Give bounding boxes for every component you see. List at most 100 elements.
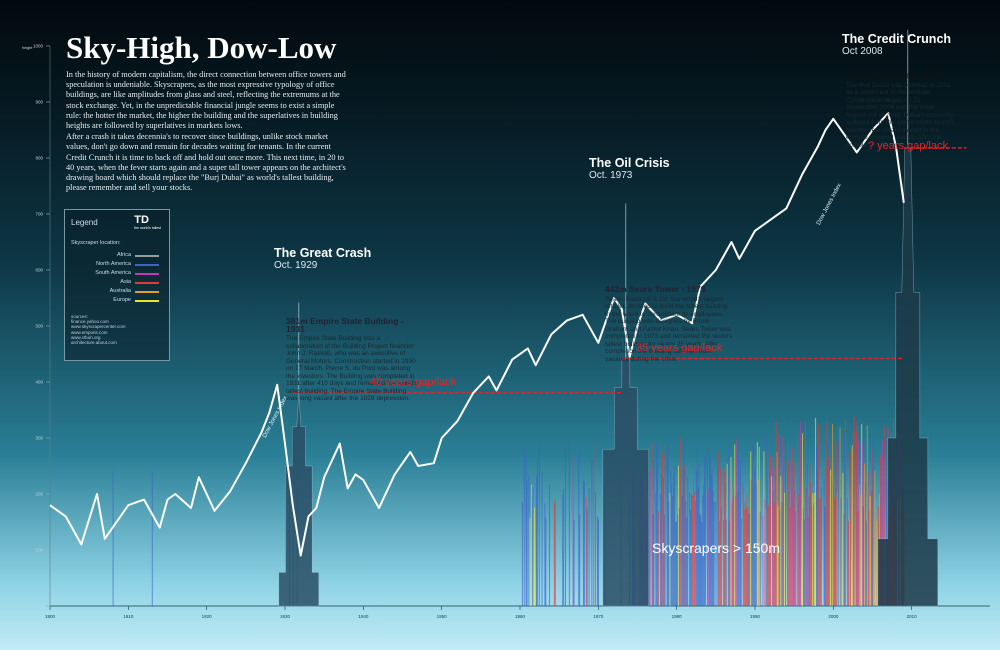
skyscraper-bar [831,476,833,606]
skyscraper-bar [757,479,759,606]
skyscraper-bar [806,464,808,606]
skyscraper-bar [739,459,741,606]
skyscraper-bar [832,423,833,606]
skyscraper-bar [536,457,538,606]
skyscraper-bar [802,433,803,606]
skyscraper-bar [817,424,819,606]
legend-item: Asia [67,279,163,288]
skyscraper-bar [859,484,861,606]
event-credit-crunch: The Credit Crunch Oct 2008 [842,32,951,57]
skyscraper-bar [532,486,534,606]
skyscraper-bar [675,521,676,606]
skyscraper-bar [871,449,873,606]
skyscraper-bar [655,492,657,606]
skyscraper-bar [863,506,864,606]
skyscraper-bar [883,425,885,606]
skyscraper-bar [712,490,714,606]
skyscraper-bar [762,515,764,606]
skyscraper-bar [662,477,664,606]
skyscraper-bar [728,520,730,606]
skyscraper-bar [864,483,866,606]
x-tick-label: 1960 [515,614,526,619]
skyscraper-bar [737,492,739,606]
skyscraper-bar [151,471,153,606]
event-oil-crisis: The Oil Crisis Oct. 1973 [589,156,670,181]
building-text: Sears, Roebuck & Co. the world's largest… [605,295,733,363]
index-label: Dow Jones Index [262,395,289,438]
skyscraper-bar [669,492,671,606]
skyscraper-bar [830,469,832,606]
skyscraper-bar [855,431,857,606]
skyscraper-bar [692,478,694,606]
logo-text: TD [134,214,149,226]
skyscraper-bar [687,477,689,606]
skyscraper-bar [661,452,663,606]
y-tick-label: 500 [35,324,43,329]
skyscraper-bar [865,520,867,606]
skyscraper-bar [814,492,816,606]
skyscraper-bar [597,516,598,606]
building-text: The Empire State Building was a collabor… [286,335,418,402]
skyscraper-bar [870,490,872,606]
legend-sources: sources: finance.yahoo.com www.skyscrape… [71,314,126,345]
skyscraper-bar [742,482,744,606]
skyscraper-bar [734,444,736,606]
skyscraper-bar [700,516,702,606]
x-tick-label: 1940 [358,614,369,619]
skyscraper-bar [792,468,794,606]
intro-paragraph: In the history of modern capitalism, the… [66,70,346,131]
building-note-burj: 818m Burj Dubai - 2009 The Burj Dubai wa… [846,71,954,149]
skyscraper-bar [768,504,770,606]
skyscraper-bar [690,509,692,606]
skyscraper-bar [676,521,677,606]
skyscraper-bar [780,476,782,606]
skyscraper-bar [843,514,845,606]
skyscraper-bar [661,474,662,606]
legend-swatch [135,282,159,284]
skyscraper-bar [579,515,581,606]
skyscraper-bar [776,452,778,606]
skyscraper-bar [538,444,540,606]
skyscraper-bar [739,453,740,606]
skyscraper-bar [678,507,680,606]
skyscraper-bar [770,476,772,606]
source-line: architecture.about.com [71,340,117,346]
gap-label-2: 35 years gap/lack [636,342,723,354]
skyscraper-bar [677,465,679,606]
skyscraper-bar [710,473,712,606]
skyscraper-bar [698,463,700,606]
legend-subtitle: Skyscraper location: [71,240,121,246]
skyscraper-bar [782,436,784,606]
skyscraper-bar [711,469,713,606]
skyscraper-bar [704,455,706,606]
skyscraper-bar [112,471,114,606]
skyscraper-bar [795,511,797,606]
skyscraper-bar [763,451,765,606]
y-axis-label: height [22,46,33,50]
tower-empire-state-building [278,392,320,607]
intro-text: In the history of modern capitalism, the… [66,70,346,194]
x-tick-label: 2000 [828,614,839,619]
skyscraper-bar [663,514,665,606]
skyscraper-bar [773,502,775,606]
skyscraper-bar [753,481,755,606]
skyscraper-bar [805,488,807,606]
skyscraper-bar [554,499,556,606]
skyscraper-bar [664,444,666,606]
skyscraper-bar [723,520,724,606]
y-tick-label: 400 [35,380,43,385]
skyscraper-bar [541,471,543,606]
x-tick-label: 1920 [202,614,213,619]
skyscraper-bar [703,484,705,606]
event-date: Oct. 1929 [274,260,318,271]
source-line: www.ctbuh.org [71,334,101,340]
skyscraper-bar [549,485,551,606]
skyscraper-bar [858,440,860,606]
skyscraper-bar [730,457,732,606]
skyscraper-bar [880,455,881,606]
skyscraper-bar [803,519,805,606]
logo: TD the world's tallest [134,214,161,230]
skyscraper-bars [112,416,905,606]
skyscraper-bar [565,441,567,606]
skyscraper-bar [785,419,786,606]
